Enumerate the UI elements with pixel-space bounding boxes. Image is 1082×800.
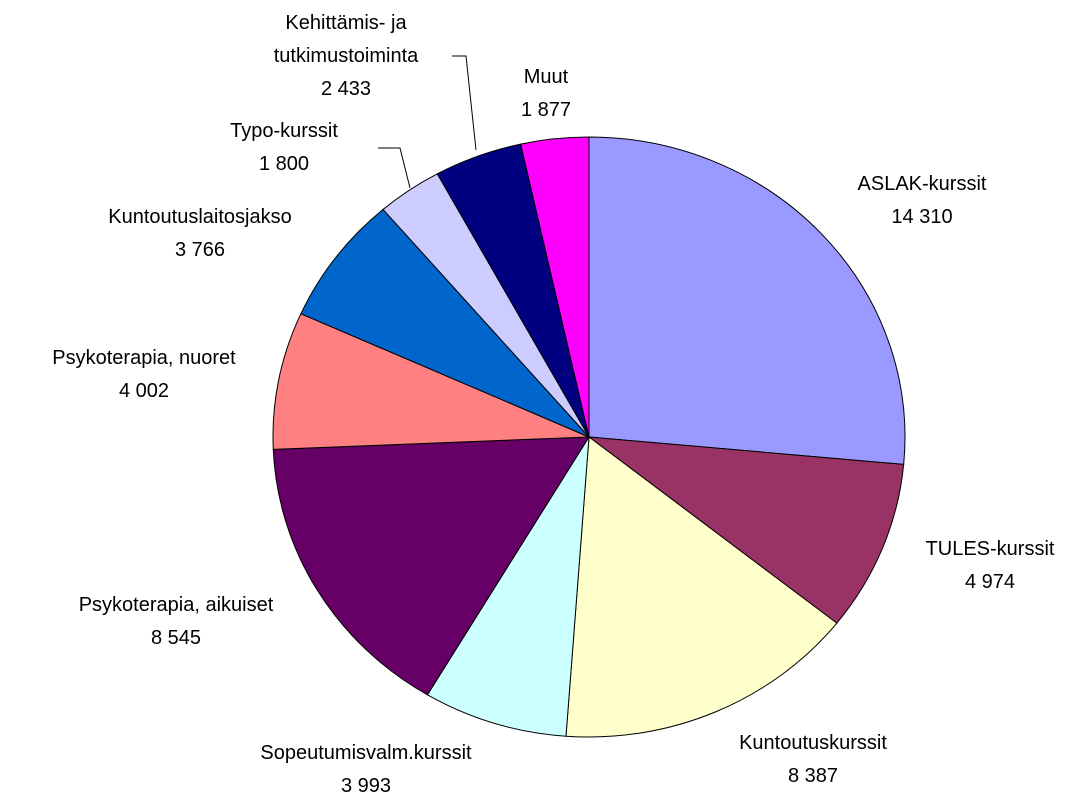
slice-label: Sopeutumisvalm.kurssit <box>260 742 472 764</box>
pie-slice <box>300 208 590 438</box>
slice-value-label: 4 002 <box>119 380 169 402</box>
pie-slice <box>272 313 590 450</box>
slice-value-label: 1 877 <box>521 99 571 121</box>
slice-value-label: 1 800 <box>259 153 309 175</box>
leader-line <box>378 147 411 189</box>
slice-label: Psykoterapia, nuoret <box>52 347 236 369</box>
slice-label: Kuntoutuslaitosjakso <box>108 206 291 228</box>
slice-value-label: 3 993 <box>341 775 391 797</box>
pie-slice <box>565 436 838 738</box>
slice-value-label: 4 974 <box>965 571 1015 593</box>
slice-value-label: 8 387 <box>788 765 838 787</box>
slice-label: Kuntoutuskurssit <box>739 732 887 754</box>
leader-line <box>452 55 477 151</box>
slice-label: Typo-kurssit <box>230 120 338 142</box>
pie-slice <box>426 436 590 737</box>
slice-label: Kehittämis- ja tutkimustoiminta <box>274 12 419 67</box>
slice-label: Muut <box>524 66 569 88</box>
slice-label: ASLAK-kurssit <box>858 173 987 195</box>
slice-value-label: 2 433 <box>321 78 371 100</box>
slice-label: TULES-kurssit <box>926 538 1055 560</box>
pie-slice <box>520 136 590 438</box>
pie-slice <box>272 436 590 696</box>
slice-value-label: 3 766 <box>175 239 225 261</box>
pie-slice <box>587 436 905 624</box>
pie-slice <box>588 136 906 465</box>
slice-value-label: 14 310 <box>891 206 952 228</box>
slice-label: Psykoterapia, aikuiset <box>79 594 274 616</box>
slice-value-label: 8 545 <box>151 627 201 649</box>
